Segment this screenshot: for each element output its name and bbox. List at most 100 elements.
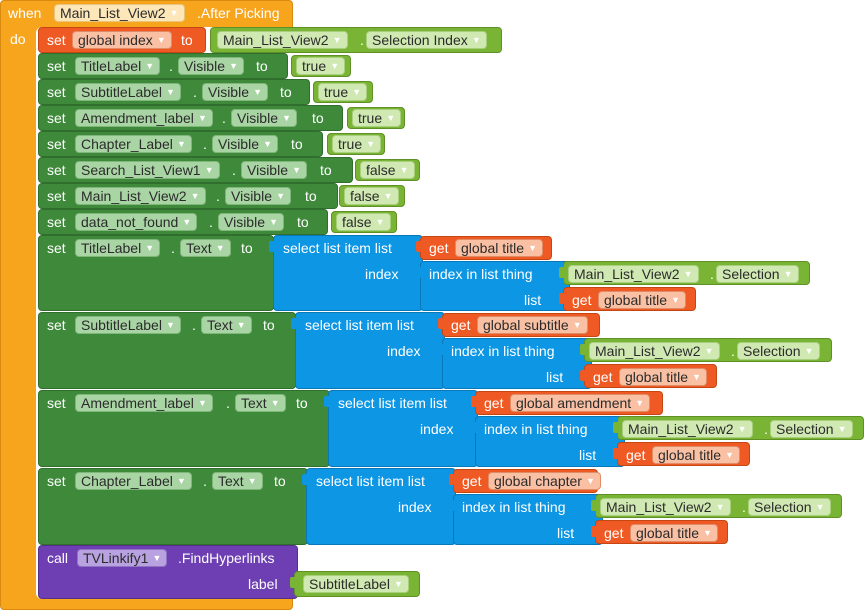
- index-in-list-block[interactable]: [442, 338, 592, 389]
- chevron-down-icon: ▼: [282, 113, 291, 123]
- get-keyword: get: [451, 317, 471, 333]
- dropdown-label: Search_List_View1: [81, 162, 201, 178]
- list-label: list: [546, 369, 564, 385]
- set-keyword: set: [47, 395, 66, 411]
- property-dropdown[interactable]: Text ▼: [212, 472, 263, 490]
- variable-dropdown[interactable]: global title ▼: [630, 524, 719, 542]
- select-list-item-block[interactable]: [273, 235, 423, 311]
- component-dropdown[interactable]: SubtitleLabel ▼: [75, 83, 181, 101]
- variable-dropdown[interactable]: global subtitle ▼: [477, 316, 588, 334]
- component-dropdown[interactable]: Main_List_View2 ▼: [568, 265, 699, 283]
- component-dropdown[interactable]: TitleLabel ▼: [75, 239, 161, 257]
- component-dropdown[interactable]: SubtitleLabel ▼: [75, 316, 181, 334]
- property-dropdown[interactable]: Visible ▼: [241, 161, 307, 179]
- component-dropdown[interactable]: Main_List_View2 ▼: [589, 342, 720, 360]
- socket-connector: [324, 396, 329, 407]
- select-list-item-block[interactable]: [328, 390, 478, 467]
- boolean-dropdown[interactable]: false ▼: [360, 161, 415, 179]
- dropdown-label: Chapter_Label: [81, 136, 173, 152]
- variable-dropdown[interactable]: global chapter ▼: [488, 472, 601, 490]
- chevron-down-icon: ▼: [330, 61, 340, 71]
- socket-connector: [438, 318, 443, 329]
- dot-separator: .: [216, 188, 220, 204]
- dropdown-label: Visible: [231, 188, 272, 204]
- component-dropdown[interactable]: SubtitleLabel ▼: [303, 575, 409, 593]
- variable-dropdown[interactable]: global index ▼: [72, 31, 172, 49]
- property-dropdown[interactable]: Visible ▼: [212, 135, 278, 153]
- variable-dropdown[interactable]: global amendment ▼: [510, 394, 651, 412]
- boolean-dropdown[interactable]: true ▼: [352, 109, 402, 127]
- component-dropdown[interactable]: Main_List_View2 ▼: [600, 498, 731, 516]
- dropdown-label: Main_List_View2: [223, 32, 329, 48]
- index-in-list-block[interactable]: [420, 261, 570, 311]
- socket-connector: [449, 500, 454, 511]
- component-dropdown[interactable]: Chapter_Label ▼: [75, 472, 192, 490]
- index-in-list-label: index in list thing: [484, 421, 588, 437]
- to-keyword: to: [305, 188, 317, 204]
- component-dropdown[interactable]: Main_List_View2 ▼: [622, 420, 753, 438]
- to-keyword: to: [274, 473, 286, 489]
- boolean-dropdown[interactable]: false ▼: [336, 213, 391, 231]
- property-dropdown[interactable]: Visible ▼: [231, 109, 297, 127]
- component-dropdown[interactable]: Amendment_label ▼: [75, 394, 213, 412]
- property-dropdown[interactable]: Visible ▼: [178, 57, 244, 75]
- component-dropdown[interactable]: TitleLabel ▼: [75, 57, 161, 75]
- variable-dropdown[interactable]: global title ▼: [598, 291, 687, 309]
- dropdown-label: Visible: [224, 214, 265, 230]
- select-list-item-block[interactable]: [306, 468, 456, 545]
- boolean-dropdown[interactable]: true ▼: [296, 57, 346, 75]
- property-dropdown[interactable]: Selection ▼: [748, 498, 831, 516]
- boolean-dropdown[interactable]: false ▼: [344, 187, 399, 205]
- property-dropdown[interactable]: Visible ▼: [202, 83, 268, 101]
- dropdown-label: Text: [186, 240, 212, 256]
- call-keyword: call: [47, 550, 69, 566]
- property-dropdown[interactable]: Text ▼: [235, 394, 286, 412]
- event-component-dropdown[interactable]: Main_List_View2 ▼: [54, 4, 185, 22]
- chevron-down-icon: ▼: [692, 372, 702, 382]
- component-dropdown[interactable]: data_not_found ▼: [75, 213, 198, 231]
- boolean-dropdown[interactable]: true ▼: [318, 83, 368, 101]
- chevron-down-icon: ▼: [528, 243, 538, 253]
- property-dropdown[interactable]: Visible ▼: [218, 213, 284, 231]
- dropdown-label: Chapter_Label: [81, 473, 173, 489]
- index-label: index: [398, 499, 432, 515]
- property-dropdown[interactable]: Selection ▼: [737, 342, 820, 360]
- to-keyword: to: [181, 32, 193, 48]
- property-dropdown[interactable]: Text ▼: [180, 239, 231, 257]
- component-dropdown[interactable]: TVLinkify1 ▼: [77, 549, 168, 567]
- component-dropdown[interactable]: Search_List_View1 ▼: [75, 161, 220, 179]
- index-in-list-block[interactable]: [475, 416, 625, 467]
- dropdown-label: global chapter: [494, 473, 582, 489]
- dot-separator: .: [764, 421, 768, 437]
- set-keyword: set: [47, 188, 66, 204]
- index-in-list-block[interactable]: [453, 494, 603, 545]
- chevron-down-icon: ▼: [332, 35, 342, 45]
- chevron-down-icon: ▼: [236, 320, 246, 330]
- property-dropdown[interactable]: Selection ▼: [716, 265, 799, 283]
- boolean-dropdown[interactable]: true ▼: [332, 135, 382, 153]
- variable-dropdown[interactable]: global title ▼: [619, 368, 708, 386]
- component-dropdown[interactable]: Main_List_View2 ▼: [75, 187, 206, 205]
- dot-separator: .: [171, 240, 175, 256]
- chevron-down-icon: ▼: [276, 191, 285, 201]
- select-list-item-block[interactable]: [295, 312, 445, 389]
- property-dropdown[interactable]: Selection Index ▼: [366, 31, 487, 49]
- socket-connector: [269, 241, 274, 252]
- dropdown-label: global amendment: [516, 395, 632, 411]
- property-dropdown[interactable]: Text ▼: [201, 316, 252, 334]
- socket-connector: [302, 474, 307, 485]
- dot-separator: .: [742, 499, 746, 515]
- dropdown-label: data_not_found: [81, 214, 179, 230]
- variable-dropdown[interactable]: global title ▼: [652, 446, 741, 464]
- property-dropdown[interactable]: Selection ▼: [770, 420, 853, 438]
- to-keyword: to: [256, 58, 268, 74]
- select-list-item-label: select list item list: [338, 395, 447, 411]
- do-keyword: do: [10, 31, 26, 47]
- component-dropdown[interactable]: Main_List_View2 ▼: [217, 31, 348, 49]
- dot-separator: .: [731, 343, 735, 359]
- component-dropdown[interactable]: Chapter_Label ▼: [75, 135, 192, 153]
- component-dropdown[interactable]: Amendment_label ▼: [75, 109, 213, 127]
- variable-dropdown[interactable]: global title ▼: [455, 239, 544, 257]
- property-dropdown[interactable]: Visible ▼: [225, 187, 291, 205]
- dropdown-label: global title: [636, 525, 700, 541]
